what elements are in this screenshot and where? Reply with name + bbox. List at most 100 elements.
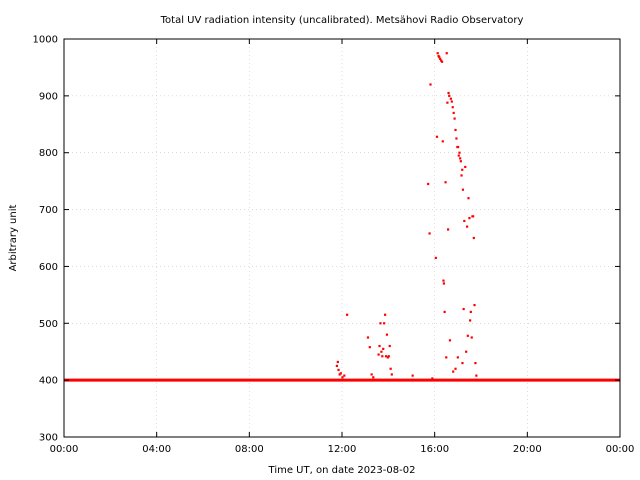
data-point bbox=[467, 197, 470, 200]
data-point bbox=[475, 374, 478, 377]
x-tick-label: 08:00 bbox=[235, 444, 264, 455]
data-point bbox=[454, 367, 457, 370]
data-point bbox=[447, 91, 450, 95]
y-tick-label: 800 bbox=[39, 148, 58, 159]
data-point bbox=[383, 313, 387, 316]
data-point bbox=[461, 361, 464, 365]
data-point bbox=[336, 360, 339, 364]
data-point bbox=[450, 100, 453, 103]
y-tick-label: 1000 bbox=[33, 35, 58, 46]
y-tick-label: 400 bbox=[39, 376, 58, 387]
data-point bbox=[466, 334, 469, 337]
data-point bbox=[435, 135, 439, 138]
data-point bbox=[466, 225, 469, 228]
chart-title: Total UV radiation intensity (uncalibrat… bbox=[160, 15, 524, 26]
data-point bbox=[473, 303, 476, 307]
data-point bbox=[458, 151, 461, 154]
data-point bbox=[389, 367, 392, 370]
data-point bbox=[455, 137, 458, 140]
data-point bbox=[436, 52, 439, 55]
data-point bbox=[462, 307, 465, 311]
data-point bbox=[456, 356, 459, 359]
data-point bbox=[368, 346, 371, 349]
data-point bbox=[441, 140, 444, 143]
data-point bbox=[465, 350, 468, 353]
data-point bbox=[428, 232, 431, 235]
data-point bbox=[454, 128, 457, 132]
x-tick-label: 00:00 bbox=[606, 444, 635, 455]
data-point bbox=[449, 97, 452, 100]
data-point bbox=[456, 145, 460, 149]
data-point bbox=[460, 174, 463, 177]
data-point bbox=[339, 372, 342, 375]
data-point bbox=[345, 313, 349, 316]
data-point bbox=[448, 94, 451, 97]
y-tick-label: 300 bbox=[39, 433, 58, 444]
data-point bbox=[440, 59, 443, 62]
data-point bbox=[383, 322, 386, 325]
data-point bbox=[390, 373, 393, 376]
data-point bbox=[442, 279, 445, 282]
data-point bbox=[442, 282, 446, 285]
data-point bbox=[379, 322, 382, 325]
data-point bbox=[388, 344, 391, 348]
data-point bbox=[452, 111, 455, 115]
data-point bbox=[438, 56, 441, 59]
y-tick-label: 900 bbox=[39, 91, 58, 102]
data-point bbox=[451, 106, 454, 109]
data-point bbox=[469, 319, 472, 322]
data-point bbox=[366, 336, 370, 339]
data-point bbox=[453, 117, 456, 120]
data-point bbox=[447, 228, 450, 231]
y-tick-label: 600 bbox=[39, 262, 58, 273]
data-point bbox=[459, 160, 462, 163]
data-point bbox=[448, 339, 452, 342]
data-point bbox=[452, 370, 455, 373]
axis-ticks: 300 400 500 600 700 800 900 1000 00:00 04:00 08:00… bbox=[33, 35, 635, 456]
data-point bbox=[341, 376, 344, 379]
data-point bbox=[387, 355, 390, 358]
data-point bbox=[343, 374, 346, 377]
data-point bbox=[463, 219, 466, 223]
data-point bbox=[470, 336, 473, 339]
x-tick-label: 04:00 bbox=[142, 444, 171, 455]
data-point bbox=[459, 157, 462, 160]
data-point bbox=[338, 373, 341, 376]
data-point bbox=[472, 236, 475, 240]
data-point bbox=[440, 60, 444, 63]
x-tick-label: 00:00 bbox=[50, 444, 79, 455]
data-point bbox=[380, 350, 383, 353]
data-point bbox=[381, 355, 384, 358]
data-point bbox=[446, 101, 449, 104]
data-point bbox=[437, 54, 440, 58]
data-point bbox=[457, 154, 460, 157]
data-point bbox=[411, 374, 414, 377]
data-point bbox=[382, 347, 385, 350]
data-point bbox=[469, 310, 472, 314]
y-tick-label: 700 bbox=[39, 205, 58, 216]
data-point bbox=[439, 57, 442, 60]
data-point bbox=[445, 356, 448, 359]
data-point bbox=[472, 215, 475, 218]
data-point bbox=[427, 182, 430, 186]
data-point bbox=[372, 376, 375, 379]
data-point bbox=[377, 353, 380, 356]
data-point bbox=[431, 377, 434, 380]
x-tick-label: 20:00 bbox=[513, 444, 542, 455]
data-point bbox=[386, 356, 389, 359]
x-tick-label: 12:00 bbox=[328, 444, 357, 455]
data-point bbox=[445, 52, 448, 55]
data-series bbox=[64, 52, 620, 382]
data-point bbox=[461, 168, 464, 171]
data-point bbox=[370, 373, 373, 376]
data-point bbox=[335, 364, 339, 368]
y-tick-label: 500 bbox=[39, 319, 58, 330]
data-point bbox=[385, 333, 389, 336]
data-point bbox=[384, 355, 388, 358]
x-axis-label: Time UT, on date 2023-08-02 bbox=[268, 465, 416, 476]
x-tick-label: 16:00 bbox=[420, 444, 449, 455]
data-point bbox=[464, 165, 467, 169]
data-point bbox=[434, 256, 437, 259]
data-point bbox=[468, 217, 471, 220]
